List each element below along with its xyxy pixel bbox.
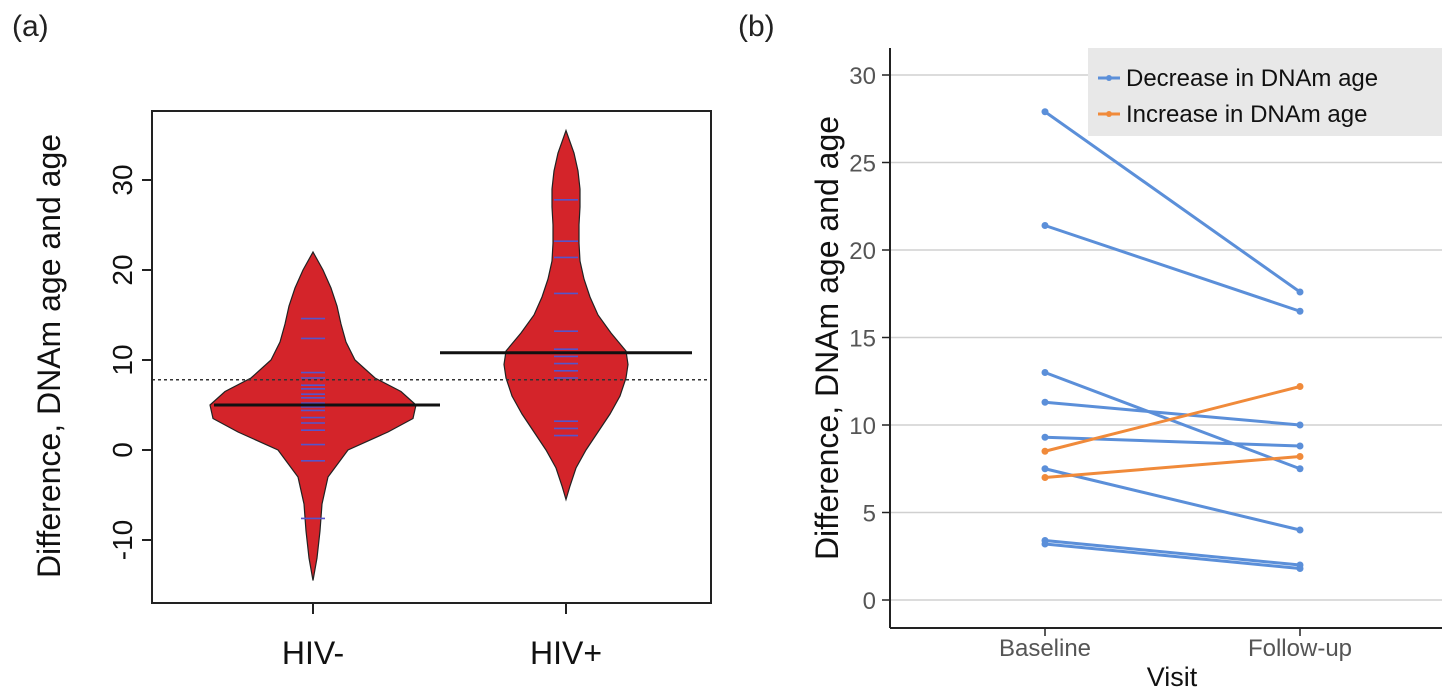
panel-a-x-tick-hiv-pos: HIV+ xyxy=(530,635,602,671)
panel-b-y-tick-label: 30 xyxy=(849,63,876,90)
legend-label-decrease: Decrease in DNAm age xyxy=(1126,65,1378,92)
series-point-9-follow-up xyxy=(1296,383,1304,390)
panel-a-y-tick-label: 20 xyxy=(107,254,138,285)
panel-b-y-tick-label: 25 xyxy=(849,151,876,178)
panel-b-x-axis-title: Visit xyxy=(1147,662,1198,692)
series-point-8-baseline xyxy=(1041,540,1049,548)
panel-b-y-tick-label: 15 xyxy=(849,326,876,353)
series-point-10-follow-up xyxy=(1296,453,1304,460)
series-point-2-baseline xyxy=(1041,222,1049,229)
panel-b-legend: Decrease in DNAm age Increase in DNAm ag… xyxy=(1088,48,1442,136)
panel-a-points xyxy=(301,199,578,520)
series-point-1-follow-up xyxy=(1296,288,1304,296)
series-line-8 xyxy=(1043,542,1302,570)
panel-b-y-tick-label: 20 xyxy=(849,238,876,265)
panel-a-y-tick-label: 0 xyxy=(107,442,138,458)
panel-b-legend-box xyxy=(1088,48,1442,136)
violin-hiv-neg xyxy=(209,250,417,581)
panel-a-y-tick-label: 10 xyxy=(107,344,138,375)
series-point-10-baseline xyxy=(1041,474,1049,481)
panel-b-label: (b) xyxy=(738,10,775,43)
violin-hiv-pos xyxy=(503,128,629,502)
series-point-4-baseline xyxy=(1041,398,1049,406)
panel-b-y-tick-label: 0 xyxy=(863,588,876,615)
panel-a-violins xyxy=(209,128,629,581)
panel-b-x-tick-follow-up: Follow-up xyxy=(1248,635,1352,662)
panel-b-y-axis-title: Difference, DNAm age and age xyxy=(809,116,845,560)
panel-b-axis-ticks: 0 5 10 15 20 25 30 xyxy=(849,63,1301,636)
series-point-5-follow-up xyxy=(1296,442,1304,450)
panel-b-gridlines xyxy=(890,74,1442,601)
series-line-3 xyxy=(1043,371,1302,471)
series-point-9-baseline xyxy=(1041,447,1049,455)
panel-a-y-tick-label: -10 xyxy=(107,520,138,560)
series-point-4-follow-up xyxy=(1296,421,1304,429)
panel-a-axis-ticks: -10 0 10 20 30 xyxy=(107,164,567,614)
series-line-6 xyxy=(1043,467,1302,532)
series-point-5-baseline xyxy=(1041,433,1049,441)
panel-b-y-tick-label: 5 xyxy=(863,501,876,528)
series-line-10 xyxy=(1043,455,1302,479)
panel-a-label: (a) xyxy=(12,10,49,43)
legend-label-increase: Increase in DNAm age xyxy=(1126,101,1367,128)
series-point-3-follow-up xyxy=(1296,465,1304,473)
series-line-9 xyxy=(1043,385,1302,453)
series-line-7 xyxy=(1043,539,1302,567)
panel-b-x-tick-baseline: Baseline xyxy=(999,635,1091,662)
legend-dot-increase xyxy=(1106,111,1112,117)
panel-b: (b) Difference, DNAm age and age 0 5 10 15 2… xyxy=(738,10,1442,692)
series-line-5 xyxy=(1043,435,1302,448)
panel-a-y-tick-label: 30 xyxy=(107,164,138,195)
series-line-2 xyxy=(1043,224,1302,313)
series-point-8-follow-up xyxy=(1296,565,1304,572)
series-line-4 xyxy=(1043,400,1302,427)
panel-a-x-tick-hiv-neg: HIV- xyxy=(282,635,344,671)
panel-a-plot-frame xyxy=(151,110,712,604)
series-point-1-baseline xyxy=(1041,108,1049,116)
panel-b-series-lines xyxy=(1041,108,1304,572)
series-point-3-baseline xyxy=(1041,369,1049,376)
series-line-1 xyxy=(1043,110,1302,294)
legend-dot-decrease xyxy=(1106,75,1112,81)
series-point-6-follow-up xyxy=(1296,526,1304,534)
panel-a: (a) Difference, DNAm age and age -10 0 10 2… xyxy=(12,10,712,671)
series-point-2-follow-up xyxy=(1296,307,1304,315)
series-point-6-baseline xyxy=(1041,465,1049,473)
panel-a-y-axis-title: Difference, DNAm age and age xyxy=(31,134,67,578)
panel-a-mean-lines xyxy=(214,351,692,407)
panel-b-y-tick-label: 10 xyxy=(849,413,876,440)
